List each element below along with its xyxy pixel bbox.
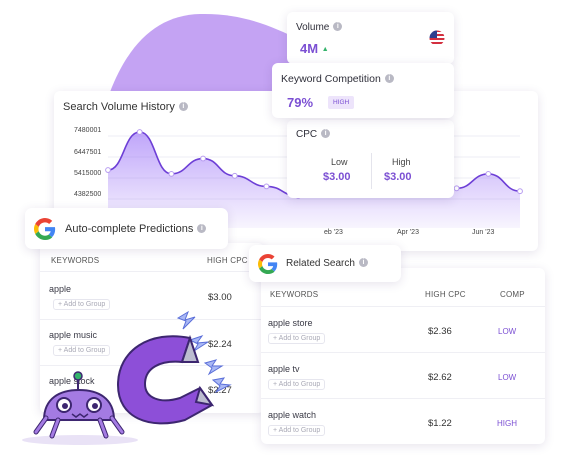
ac-cpc-1: $2.24 bbox=[208, 339, 232, 350]
volume-label-text: Volume bbox=[296, 22, 330, 33]
autocomplete-title: Auto-complete Predictions bbox=[65, 223, 207, 235]
history-title-text: Search Volume History bbox=[63, 101, 175, 113]
volume-value: 4M ▲ bbox=[300, 41, 329, 56]
add-to-group-button[interactable]: + Add to Group bbox=[53, 299, 111, 310]
cpc-label-text: CPC bbox=[296, 129, 318, 140]
add-to-group-button[interactable]: + Add to Group bbox=[53, 345, 111, 356]
rs-comp-0: LOW bbox=[498, 327, 517, 336]
ac-keyword-1: apple music bbox=[49, 330, 98, 340]
autocomplete-title-text: Auto-complete Predictions bbox=[65, 223, 194, 235]
info-icon bbox=[197, 223, 207, 233]
table-row[interactable]: apple stock $2.27 bbox=[40, 365, 264, 412]
rs-cpc-2: $1.22 bbox=[428, 418, 452, 429]
cpc-low-label: Low bbox=[331, 157, 348, 167]
add-to-group-button[interactable]: + Add to Group bbox=[268, 425, 326, 436]
volume-card: Volume 4M ▲ bbox=[287, 12, 454, 64]
related-title: Related Search bbox=[286, 257, 368, 269]
volume-value-text: 4M bbox=[300, 41, 319, 56]
info-icon bbox=[178, 101, 188, 111]
ac-keyword-0: apple bbox=[49, 284, 72, 294]
cpc-divider bbox=[371, 153, 372, 189]
rs-comp-2: HIGH bbox=[497, 419, 517, 428]
keyword-competition-card: Keyword Competition 79% HIGH bbox=[272, 63, 454, 118]
rs-col-keywords: KEYWORDS bbox=[270, 290, 319, 299]
competition-label-text: Keyword Competition bbox=[281, 73, 381, 85]
up-triangle-icon: ▲ bbox=[321, 46, 329, 53]
ac-cpc-2: $2.27 bbox=[208, 385, 232, 396]
table-row[interactable]: apple watch + Add to Group $1.22 HIGH bbox=[261, 398, 545, 445]
ac-col-keywords: KEYWORDS bbox=[51, 256, 100, 265]
ac-col-cpc: HIGH CPC bbox=[207, 256, 248, 265]
info-icon bbox=[333, 21, 343, 31]
table-row[interactable]: apple music + Add to Group $2.24 bbox=[40, 319, 264, 366]
competition-value: 79% bbox=[287, 95, 314, 110]
history-title: Search Volume History bbox=[63, 101, 188, 113]
google-icon bbox=[34, 218, 56, 240]
rs-comp-1: LOW bbox=[498, 373, 517, 382]
y-tick-1: 6447501 bbox=[74, 149, 102, 156]
us-flag-icon bbox=[429, 30, 445, 46]
rs-cpc-0: $2.36 bbox=[428, 326, 452, 337]
related-title-text: Related Search bbox=[286, 258, 355, 269]
rs-cpc-1: $2.62 bbox=[428, 372, 452, 383]
y-tick-0: 7480001 bbox=[74, 127, 102, 134]
x-tick-1: Apr '23 bbox=[397, 229, 419, 236]
cpc-card: CPC Low $3.00 High $3.00 bbox=[287, 120, 454, 198]
competition-badge: HIGH bbox=[328, 96, 355, 109]
related-search-header: Related Search bbox=[249, 245, 401, 282]
ac-keyword-2: apple stock bbox=[49, 376, 95, 386]
table-row[interactable]: apple store + Add to Group $2.36 LOW bbox=[261, 306, 545, 353]
rs-keyword-2: apple watch bbox=[268, 410, 317, 420]
rs-keyword-0: apple store bbox=[268, 318, 313, 328]
y-tick-3: 4382500 bbox=[74, 191, 102, 198]
cpc-high-value: $3.00 bbox=[384, 171, 412, 183]
info-icon bbox=[358, 257, 368, 267]
y-tick-2: 5415000 bbox=[74, 170, 102, 177]
related-search-table: KEYWORDS HIGH CPC COMP apple store + Add… bbox=[261, 268, 545, 444]
rs-col-comp: COMP bbox=[500, 290, 525, 299]
x-tick-0: eb '23 bbox=[324, 229, 343, 236]
table-row[interactable]: apple tv + Add to Group $2.62 LOW bbox=[261, 352, 545, 399]
rs-col-cpc: HIGH CPC bbox=[425, 290, 466, 299]
autocomplete-header: Auto-complete Predictions bbox=[25, 208, 228, 249]
info-icon bbox=[321, 128, 331, 138]
cpc-high-label: High bbox=[392, 157, 411, 167]
cpc-low-value: $3.00 bbox=[323, 171, 351, 183]
rs-keyword-1: apple tv bbox=[268, 364, 300, 374]
autocomplete-table: KEYWORDS HIGH CPC apple + Add to Group $… bbox=[40, 243, 264, 413]
x-tick-2: Jun '23 bbox=[472, 229, 495, 236]
google-icon bbox=[258, 254, 278, 274]
table-row[interactable]: apple + Add to Group $3.00 bbox=[40, 271, 264, 320]
add-to-group-button[interactable]: + Add to Group bbox=[268, 333, 326, 344]
info-icon bbox=[384, 73, 394, 83]
competition-label: Keyword Competition bbox=[281, 73, 394, 85]
add-to-group-button[interactable]: + Add to Group bbox=[268, 379, 326, 390]
cpc-label: CPC bbox=[296, 128, 331, 140]
volume-label: Volume bbox=[296, 21, 343, 33]
ac-cpc-0: $3.00 bbox=[208, 292, 232, 303]
